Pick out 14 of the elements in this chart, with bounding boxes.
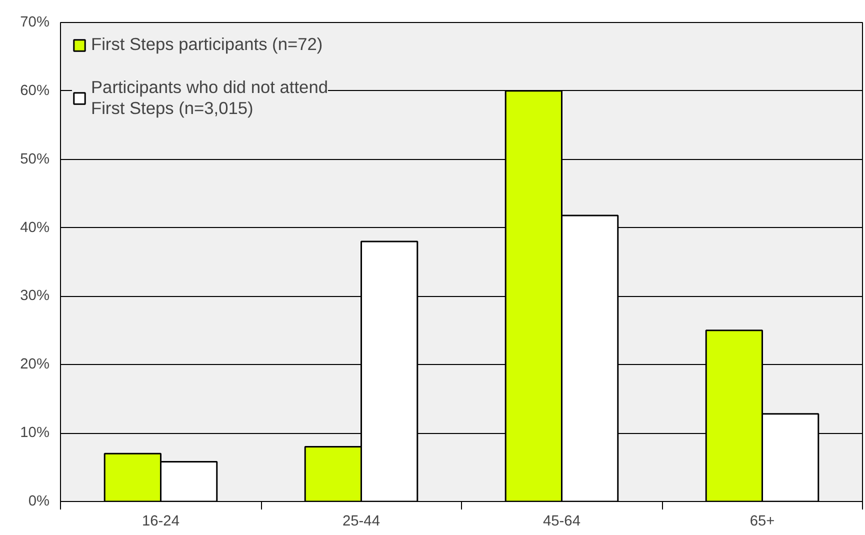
y-tick-label: 50% [20, 151, 50, 168]
y-tick-label: 60% [20, 82, 50, 99]
y-tick-label: 70% [20, 14, 50, 30]
y-tick-label: 20% [20, 356, 50, 373]
x-tick-label: 45-64 [543, 514, 581, 530]
y-tick-label: 40% [20, 220, 50, 236]
legend-label: First Steps participants (n=72) [91, 34, 323, 55]
x-tick-label: 16-24 [142, 514, 180, 530]
y-tick-label: 30% [20, 288, 50, 304]
x-tick-label: 65+ [750, 514, 775, 530]
legend-label: Participants who did not attend First Steps (n=3,015) [91, 77, 328, 119]
y-tick-label: 10% [20, 425, 50, 442]
y-tick-label: 0% [28, 494, 50, 510]
x-tick-label: 25-44 [342, 514, 380, 530]
